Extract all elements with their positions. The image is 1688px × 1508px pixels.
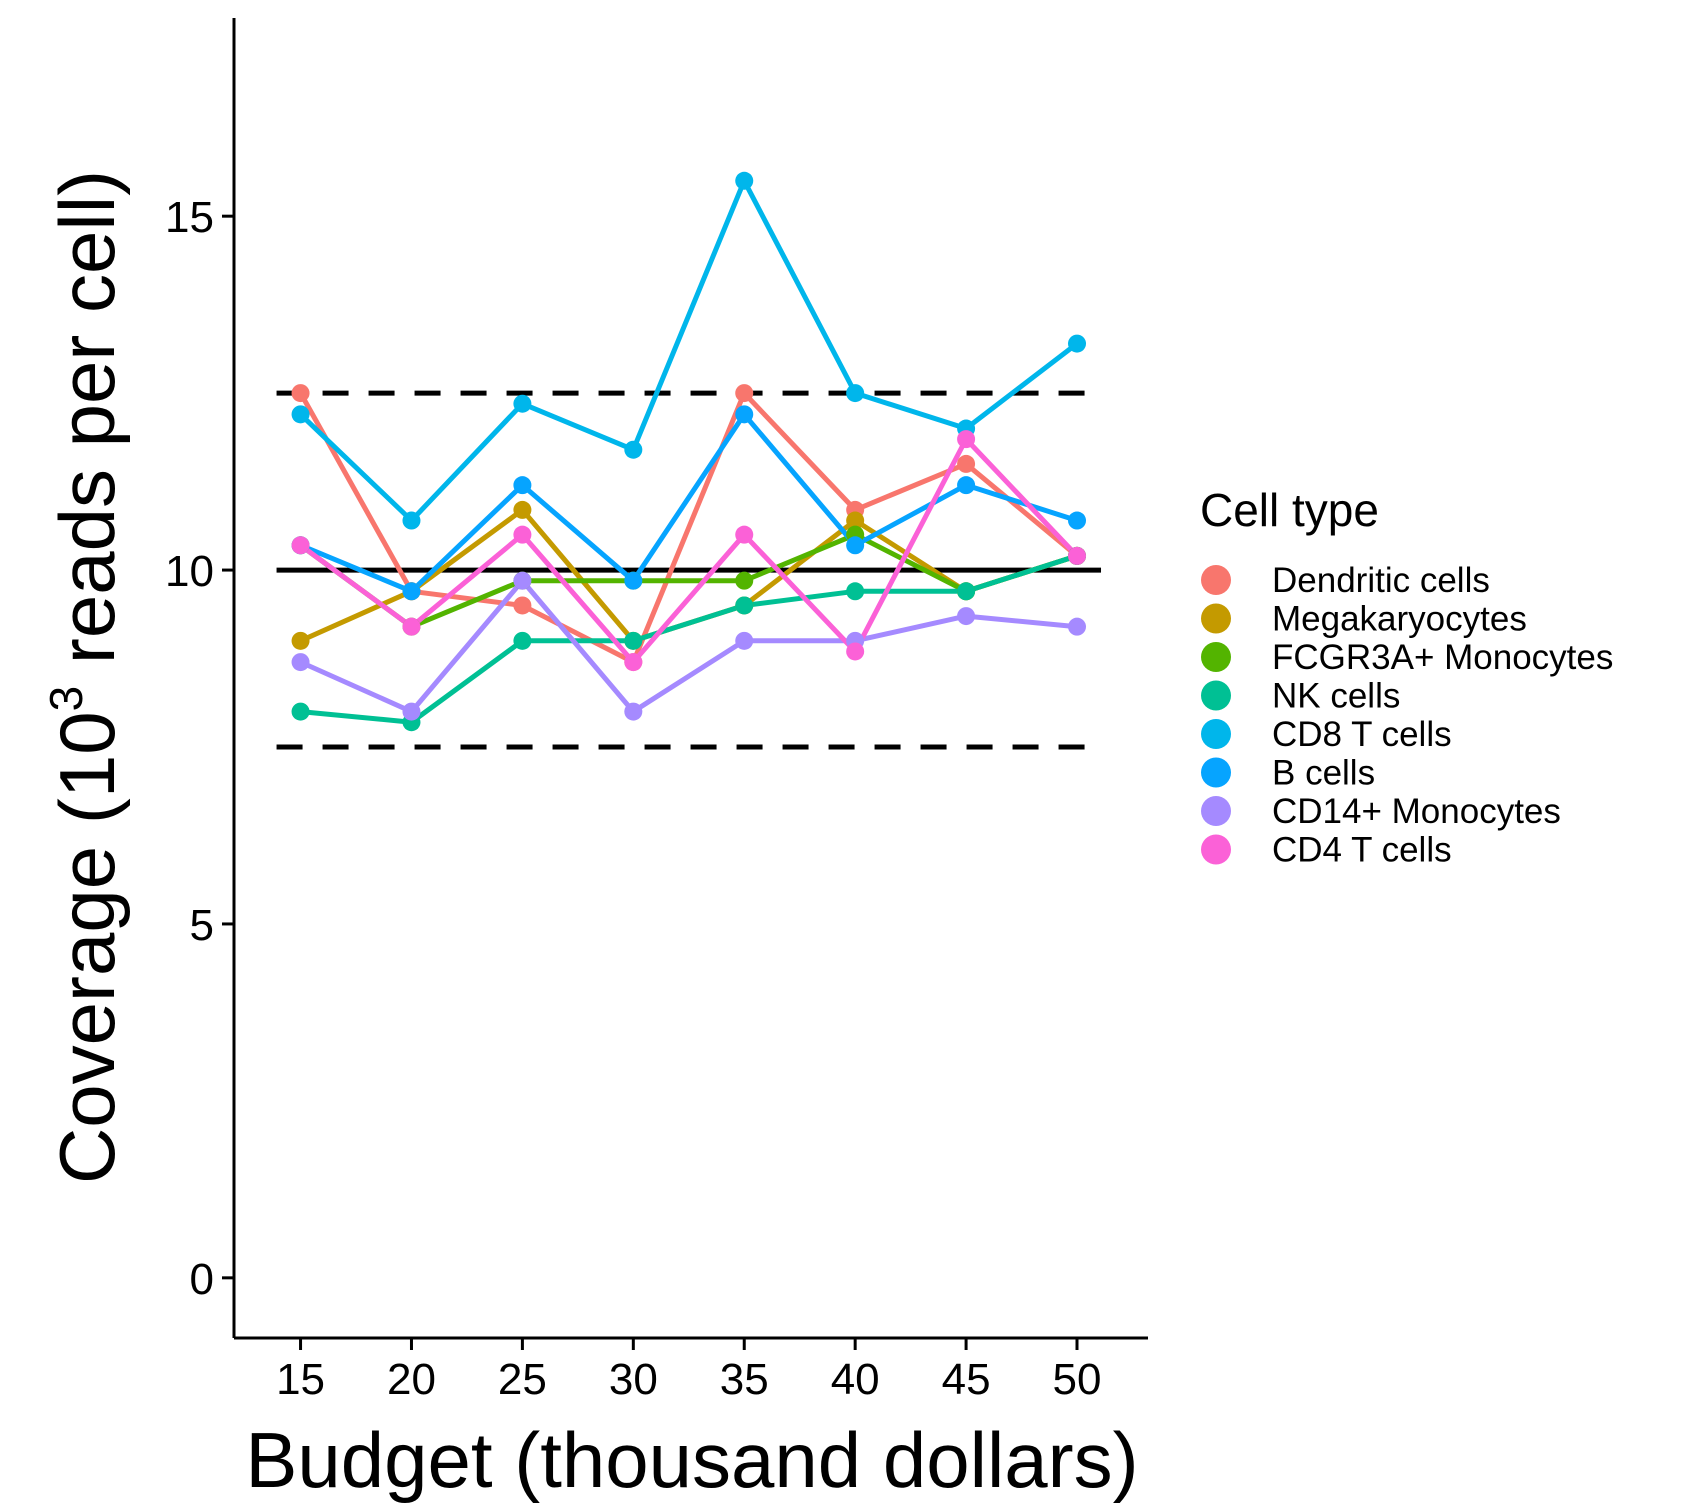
data-point-b-cells: [624, 571, 643, 590]
data-point-cd4-t-cells: [513, 525, 532, 544]
data-point-cd4-t-cells: [1068, 546, 1087, 565]
data-point-b-cells: [846, 536, 865, 555]
y-axis-title-suffix: reads per cell): [43, 170, 131, 686]
data-point-cd4-t-cells: [846, 642, 865, 661]
x-tick-label: 25: [498, 1355, 547, 1404]
data-point-cd4-t-cells: [402, 617, 421, 636]
legend-label-megakaryocytes: Megakaryocytes: [1272, 600, 1527, 639]
series-line-cd14-monocytes: [298, 578, 1080, 715]
data-point-cd14-monocytes: [513, 571, 532, 590]
series-line-b-cells: [298, 411, 1080, 594]
data-point-nk-cells: [735, 596, 754, 615]
data-point-cd8-t-cells: [513, 394, 532, 413]
data-point-cd4-t-cells: [957, 430, 976, 449]
data-point-cd14-monocytes: [957, 607, 976, 626]
data-point-dendritic-cells: [291, 384, 310, 403]
data-point-cd8-t-cells: [1068, 334, 1087, 353]
data-point-nk-cells: [957, 582, 976, 601]
legend-key-cd14-monocytes: [1201, 796, 1231, 826]
data-point-megakaryocytes: [513, 500, 532, 519]
legend-label-b-cells: B cells: [1272, 754, 1375, 793]
legend-title: Cell type: [1200, 484, 1379, 536]
data-point-cd4-t-cells: [291, 536, 310, 555]
data-point-nk-cells: [513, 631, 532, 650]
series-line-nk-cells: [298, 553, 1080, 725]
data-point-b-cells: [735, 405, 754, 424]
legend-key-nk-cells: [1201, 680, 1231, 711]
data-point-nk-cells: [624, 631, 643, 650]
x-axis-ticks: 15 20 25 30 35 40 45 50: [276, 1338, 1101, 1404]
data-point-cd8-t-cells: [402, 511, 421, 530]
series-line-fcgr3a-monocytes: [298, 532, 1080, 630]
data-point-cd4-t-cells: [735, 525, 754, 544]
data-point-nk-cells: [846, 582, 865, 601]
y-axis-ticks: 0 5 10 15: [165, 193, 234, 1304]
data-point-cd14-monocytes: [402, 702, 421, 721]
data-point-cd8-t-cells: [624, 440, 643, 459]
data-point-cd4-t-cells: [624, 653, 643, 672]
y-axis-title-prefix: Coverage (10: [43, 711, 131, 1184]
x-tick-label: 50: [1053, 1355, 1102, 1404]
series-line-cd4-t-cells: [298, 436, 1080, 665]
y-axis-title-superscript: 3: [40, 686, 92, 712]
legend-label-cd8-t-cells: CD8 T cells: [1272, 715, 1452, 754]
x-tick-label: 45: [942, 1355, 991, 1404]
y-tick-label: 10: [165, 547, 214, 596]
legend-key-cd8-t-cells: [1201, 719, 1231, 749]
x-tick-label: 15: [276, 1355, 325, 1404]
x-tick-label: 30: [609, 1355, 658, 1404]
data-point-cd8-t-cells: [291, 405, 310, 424]
legend-label-cd4-t-cells: CD4 T cells: [1272, 831, 1452, 870]
legend-label-nk-cells: NK cells: [1272, 677, 1400, 716]
reference-lines: [276, 390, 1102, 750]
y-tick-label: 5: [190, 901, 214, 950]
legend-label-cd14-monocytes: CD14+ Monocytes: [1272, 792, 1561, 831]
data-point-b-cells: [513, 476, 532, 495]
data-point-megakaryocytes: [291, 631, 310, 650]
x-tick-label: 20: [387, 1355, 436, 1404]
data-point-cd14-monocytes: [735, 631, 754, 650]
legend-key-fcgr3a-monocytes: [1201, 642, 1231, 672]
series-points: [291, 171, 1087, 732]
y-tick-label: 15: [165, 193, 214, 242]
data-point-cd8-t-cells: [735, 171, 754, 190]
data-point-cd14-monocytes: [624, 702, 643, 721]
data-point-megakaryocytes: [846, 511, 865, 530]
data-point-b-cells: [957, 476, 976, 495]
x-tick-label: 35: [720, 1355, 769, 1404]
series-line-cd8-t-cells: [298, 178, 1080, 523]
legend-key-dendritic-cells: [1201, 565, 1231, 595]
data-point-nk-cells: [291, 702, 310, 721]
legend-key-megakaryocytes: [1201, 603, 1231, 634]
legend: Cell type Dendritic cellsMegakaryocytesF…: [1200, 484, 1613, 870]
y-tick-label: 0: [190, 1255, 214, 1304]
data-point-dendritic-cells: [735, 384, 754, 403]
data-point-cd8-t-cells: [846, 384, 865, 403]
legend-key-b-cells: [1201, 757, 1231, 788]
data-point-fcgr3a-monocytes: [735, 571, 754, 590]
data-point-dendritic-cells: [513, 596, 532, 615]
data-point-cd14-monocytes: [1068, 617, 1087, 636]
data-point-b-cells: [402, 582, 421, 601]
legend-label-fcgr3a-monocytes: FCGR3A+ Monocytes: [1272, 638, 1613, 677]
legend-label-dendritic-cells: Dendritic cells: [1272, 561, 1490, 600]
x-axis-title: Budget (thousand dollars): [245, 1416, 1138, 1504]
data-point-cd14-monocytes: [291, 653, 310, 672]
data-point-dendritic-cells: [957, 454, 976, 473]
legend-key-cd4-t-cells: [1201, 834, 1231, 865]
data-point-b-cells: [1068, 511, 1087, 530]
x-tick-label: 40: [831, 1355, 880, 1404]
y-axis-title: Coverage (103 reads per cell): [40, 170, 131, 1184]
series-lines: [298, 178, 1080, 725]
